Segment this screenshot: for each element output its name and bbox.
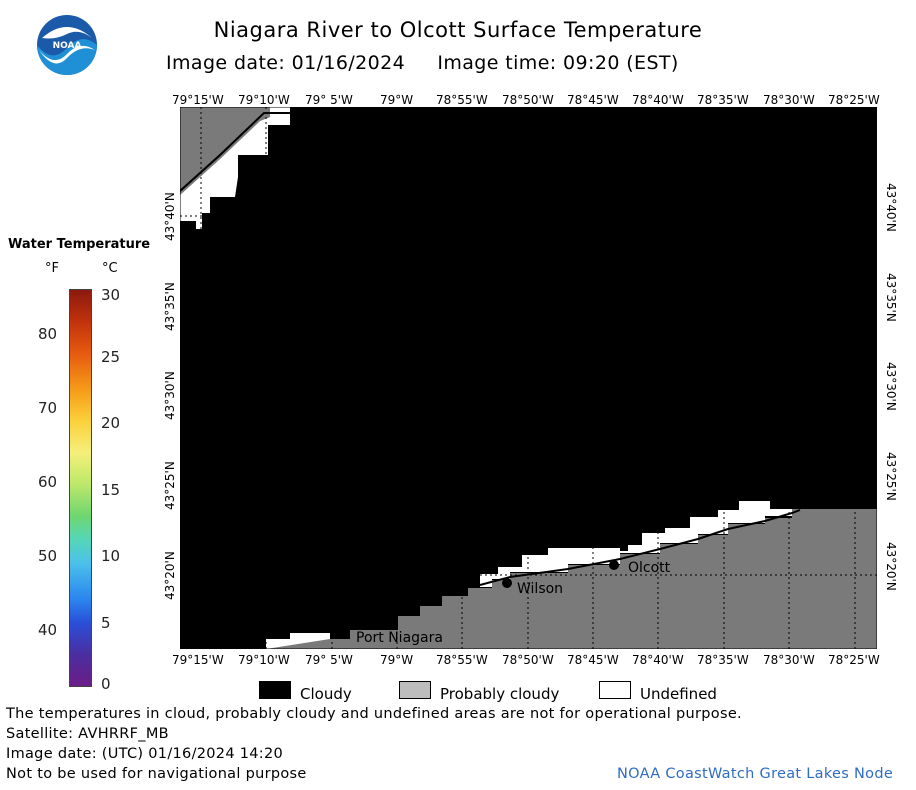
place-label-olcott: Olcott — [628, 560, 671, 576]
f-label: 70 — [38, 399, 58, 417]
page-title: Niagara River to Olcott Surface Temperat… — [213, 18, 703, 42]
lon-label: 79°W — [380, 93, 414, 107]
c-label: 30 — [101, 286, 121, 304]
undefined-band-northwest — [180, 107, 290, 229]
lat-label: 43°40'N — [163, 192, 177, 241]
legend-swatch-cloudy — [259, 681, 291, 699]
lon-label: 78°25'W — [828, 93, 880, 107]
lat-label: 43°40'N — [884, 183, 898, 232]
lon-label: 79°15'W — [172, 653, 224, 667]
place-label-port-niagara: Port Niagara — [356, 630, 443, 646]
lat-label: 43°30'N — [163, 371, 177, 420]
noaa-logo-icon: NOAA — [36, 14, 98, 76]
graticule — [180, 107, 877, 649]
wilson-marker — [502, 578, 512, 588]
lat-label: 43°20'N — [163, 551, 177, 600]
utc-date-text: Image date: (UTC) 01/16/2024 14:20 — [6, 746, 284, 762]
c-label: 20 — [101, 414, 121, 432]
nav-warning-text: Not to be used for navigational purpose — [6, 766, 307, 782]
legend-label-cloudy: Cloudy — [300, 685, 352, 703]
lat-label: 43°30'N — [884, 362, 898, 411]
lon-label: 78°40'W — [632, 653, 684, 667]
disclaimer-text: The temperatures in cloud, probably clou… — [6, 706, 742, 722]
c-label: 0 — [101, 675, 111, 693]
map-canvas — [179, 106, 878, 650]
f-label: 50 — [38, 547, 58, 565]
c-label: 15 — [101, 481, 121, 499]
lon-label: 78°40'W — [632, 93, 684, 107]
lon-label: 78°55'W — [436, 93, 488, 107]
olcott-marker — [609, 560, 619, 570]
lon-label: 78°50'W — [502, 653, 554, 667]
place-label-wilson: Wilson — [517, 581, 564, 597]
lon-label: 78°55'W — [436, 653, 488, 667]
f-label: 40 — [38, 621, 58, 639]
lon-label: 79°10'W — [238, 653, 290, 667]
lon-label: 79° 5'W — [305, 93, 353, 107]
lon-label: 79° 5'W — [305, 653, 353, 667]
credit-link[interactable]: NOAA CoastWatch Great Lakes Node — [617, 766, 894, 782]
lon-label: 78°45'W — [567, 93, 619, 107]
lat-label: 43°25'N — [163, 461, 177, 510]
colorbar-title: Water Temperature — [8, 237, 151, 252]
noaa-logo-text: NOAA — [53, 41, 82, 51]
lon-label: 79°10'W — [238, 93, 290, 107]
lon-label: 79°W — [380, 653, 414, 667]
lon-label: 79°15'W — [172, 93, 224, 107]
lon-label: 78°35'W — [697, 653, 749, 667]
undefined-band-south — [266, 633, 330, 649]
surface-temperature-map — [179, 106, 878, 650]
lon-label: 78°50'W — [502, 93, 554, 107]
legend-label-undefined: Undefined — [640, 685, 717, 703]
f-label: 60 — [38, 473, 58, 491]
lon-label: 78°30'W — [763, 93, 815, 107]
lon-label: 78°30'W — [763, 653, 815, 667]
lat-label: 43°20'N — [884, 542, 898, 591]
f-label: 80 — [38, 325, 58, 343]
lat-label: 43°25'N — [884, 452, 898, 501]
legend-swatch-probably-cloudy — [399, 681, 431, 699]
c-label: 25 — [101, 348, 121, 366]
unit-celsius: °C — [102, 261, 118, 276]
image-date-line: Image date: 01/16/2024 Image time: 09:20… — [166, 52, 679, 74]
legend-label-probably-cloudy: Probably cloudy — [440, 685, 560, 703]
legend-swatch-undefined — [599, 681, 631, 699]
unit-fahrenheit: °F — [45, 261, 59, 276]
c-label: 10 — [101, 547, 121, 565]
lat-label: 43°35'N — [163, 282, 177, 331]
lon-label: 78°25'W — [828, 653, 880, 667]
lat-label: 43°35'N — [884, 273, 898, 322]
c-label: 5 — [101, 614, 111, 632]
satellite-text: Satellite: AVHRRF_MB — [6, 726, 169, 742]
lon-label: 78°45'W — [567, 653, 619, 667]
lon-label: 78°35'W — [697, 93, 749, 107]
temperature-colorbar — [69, 289, 92, 687]
